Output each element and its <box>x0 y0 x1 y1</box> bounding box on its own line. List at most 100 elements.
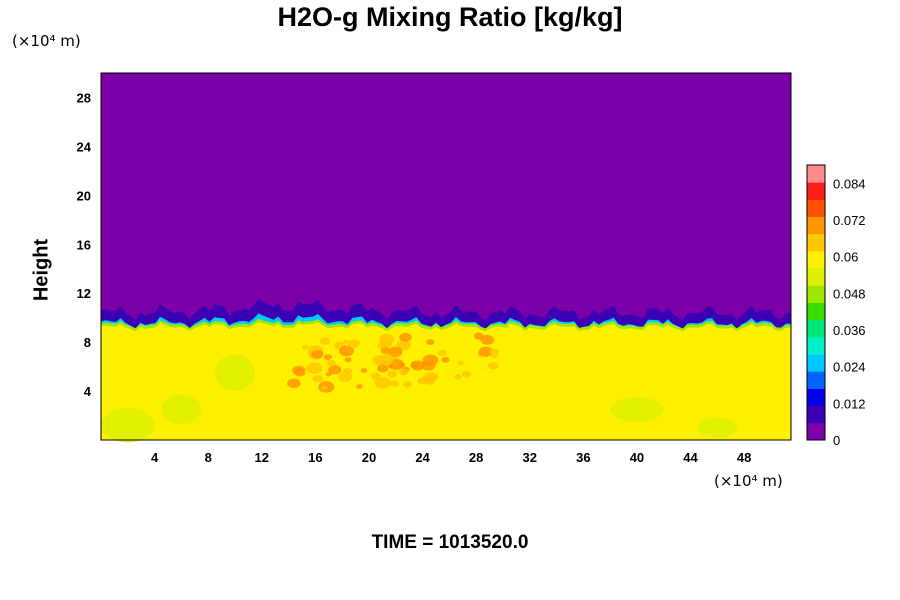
x-tick-label: 12 <box>255 450 269 465</box>
x-tick-label: 4 <box>151 450 159 465</box>
x-axis-ticks: 4 8 12 16 20 24 28 32 36 40 44 48 <box>151 450 751 465</box>
high-value-blob <box>328 364 342 375</box>
y-axis-unit-label: (×10⁴ m) <box>12 32 81 50</box>
colorbar-swatch <box>807 371 825 389</box>
high-value-blob <box>311 349 324 359</box>
y-tick-label: 16 <box>77 237 91 252</box>
colorbar-swatch <box>807 250 825 269</box>
colorbar-frame <box>806 164 826 441</box>
x-tick-label: 8 <box>205 450 212 465</box>
high-value-blob <box>402 381 413 388</box>
high-value-blob <box>473 332 484 340</box>
plot-frame <box>100 72 792 441</box>
colorbar-swatch <box>807 165 825 183</box>
x-tick-label: 36 <box>576 450 590 465</box>
high-value-blob <box>301 344 309 350</box>
high-value-blob <box>370 372 381 380</box>
high-value-blob <box>287 378 301 389</box>
low-moisture-patch <box>610 397 664 422</box>
colorbar-swatch <box>807 268 825 286</box>
colorbar-tick-label: 0.012 <box>833 396 866 411</box>
colorbar-tick-label: 0.024 <box>833 360 866 375</box>
high-value-blob <box>306 362 323 374</box>
low-moisture-patch <box>101 408 155 443</box>
x-tick-label: 48 <box>737 450 751 465</box>
low-moisture-patch <box>697 417 738 438</box>
colorbar-swatch <box>807 199 825 218</box>
y-tick-label: 28 <box>77 90 91 105</box>
high-value-blob <box>480 334 495 345</box>
x-tick-label: 44 <box>683 450 698 465</box>
high-value-blob <box>478 346 494 357</box>
high-value-blob <box>491 354 498 359</box>
x-tick-label: 16 <box>308 450 322 465</box>
high-value-blob <box>378 353 395 366</box>
high-value-blob <box>490 348 500 356</box>
colorbar: 0 0.012 0.024 0.036 0.048 0.06 0.072 0.084 <box>806 164 866 448</box>
high-value-blob <box>374 377 392 389</box>
high-value-blob <box>388 346 403 357</box>
colorbar-swatch <box>807 336 825 355</box>
x-axis-unit-label: (×10⁴ m) <box>714 472 783 490</box>
colorbar-tick-label: 0.072 <box>833 213 866 228</box>
high-value-blob <box>323 354 333 361</box>
high-value-blob <box>343 367 353 375</box>
high-value-blob <box>338 371 353 382</box>
high-value-blob <box>360 368 368 373</box>
colorbar-tick-label: 0 <box>833 433 840 448</box>
colorbar-swatch <box>807 302 825 321</box>
colorbar-swatch <box>807 319 825 338</box>
high-value-blob <box>321 385 328 390</box>
colorbar-swatch <box>807 388 825 407</box>
high-value-blob <box>376 364 389 373</box>
high-value-blob <box>356 384 363 389</box>
x-tick-label: 24 <box>415 450 430 465</box>
colorbar-swatch <box>807 354 825 372</box>
high-value-blob <box>294 368 306 377</box>
high-value-blob <box>423 372 437 382</box>
colorbar-tick-label: 0.048 <box>833 286 866 301</box>
high-value-blob <box>342 339 349 344</box>
high-value-blob <box>410 361 418 367</box>
high-value-blob <box>387 370 398 378</box>
colorbar-tick-label: 0.036 <box>833 323 866 338</box>
chart-title: H2O-g Mixing Ratio [kg/kg] <box>277 2 623 32</box>
x-tick-label: 40 <box>630 450 644 465</box>
x-tick-label: 28 <box>469 450 483 465</box>
x-tick-label: 32 <box>523 450 537 465</box>
high-value-blob <box>461 370 472 378</box>
colorbar-tick-label: 0.06 <box>833 250 858 265</box>
colorbar-swatch <box>807 233 825 252</box>
low-moisture-patch <box>214 354 256 392</box>
plot-area <box>100 72 792 443</box>
high-value-blob <box>398 368 409 376</box>
high-value-blob <box>325 372 332 377</box>
y-tick-label: 20 <box>77 188 91 203</box>
y-tick-label: 8 <box>84 335 91 350</box>
high-value-blob <box>379 333 395 345</box>
colorbar-swatch <box>807 405 825 424</box>
high-value-blob <box>441 356 450 363</box>
colorbar-swatch <box>807 216 825 235</box>
high-value-blob <box>437 349 447 356</box>
high-value-blob <box>396 339 412 351</box>
x-tick-label: 20 <box>362 450 376 465</box>
high-value-blob <box>426 339 435 345</box>
high-value-blob <box>399 332 412 342</box>
high-value-blob <box>347 339 361 349</box>
low-moisture-patch <box>161 394 202 425</box>
high-value-blob <box>344 357 352 363</box>
colorbar-swatch <box>807 182 825 200</box>
colorbar-swatch <box>807 285 825 303</box>
time-footer: TIME = 1013520.0 <box>371 532 529 553</box>
high-value-blob <box>421 360 436 371</box>
colorbar-tick-label: 0.084 <box>833 176 866 191</box>
high-value-blob <box>390 380 399 387</box>
high-value-blob <box>454 373 462 380</box>
moist-layer <box>101 321 791 440</box>
high-value-blob <box>319 337 331 345</box>
high-value-blob <box>380 347 391 354</box>
y-tick-label: 24 <box>77 139 92 154</box>
high-value-blob <box>457 360 464 366</box>
